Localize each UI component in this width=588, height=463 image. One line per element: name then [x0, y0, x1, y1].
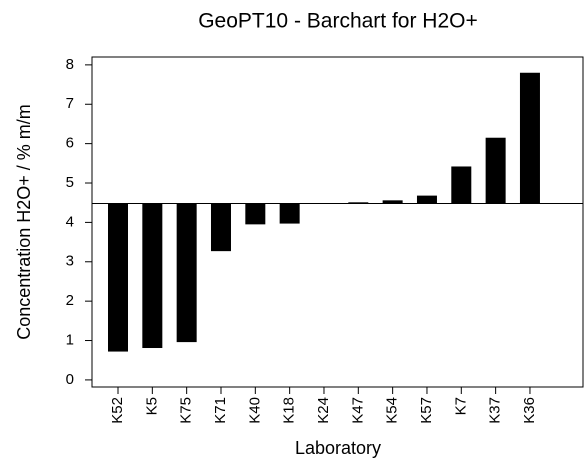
y-tick-label: 7	[66, 95, 74, 112]
bar	[451, 166, 472, 204]
x-tick-label: K75	[178, 397, 195, 424]
chart-title: GeoPT10 - Barchart for H2O+	[198, 10, 478, 33]
y-tick-label: 2	[66, 292, 74, 309]
bar	[210, 203, 231, 252]
bar	[176, 203, 197, 343]
x-tick-label: K47	[349, 397, 366, 424]
bar	[382, 200, 403, 204]
bar	[348, 202, 369, 204]
bar	[245, 203, 266, 225]
y-tick-label: 6	[66, 135, 74, 152]
bar	[485, 137, 506, 204]
x-tick-label: K52	[109, 397, 126, 424]
bar	[279, 203, 300, 224]
x-tick-label: K71	[212, 397, 229, 424]
plot-frame	[91, 56, 584, 388]
bar	[313, 203, 334, 204]
y-tick-label: 5	[66, 174, 74, 191]
x-tick-label: K5	[143, 397, 160, 415]
y-tick-label: 0	[66, 371, 74, 388]
bar	[519, 72, 540, 204]
bar	[142, 203, 163, 349]
x-tick-label: K7	[452, 397, 469, 415]
y-axis-title: Concentration H2O+ / % m/m	[14, 104, 34, 340]
x-tick-label: K24	[315, 397, 332, 424]
x-tick-label: K18	[281, 397, 298, 424]
y-tick-label: 8	[66, 56, 74, 73]
x-tick-label: K37	[487, 397, 504, 424]
bar	[108, 203, 128, 352]
x-tick-label: K36	[521, 397, 538, 424]
y-tick-label: 3	[66, 253, 74, 270]
x-tick-label: K54	[384, 397, 401, 424]
x-axis-title: Laboratory	[295, 438, 381, 458]
y-tick-label: 1	[66, 332, 74, 349]
bar	[416, 195, 437, 204]
y-tick-label: 4	[66, 213, 74, 230]
x-tick-label: K57	[418, 397, 435, 424]
x-tick-label: K40	[246, 397, 263, 424]
